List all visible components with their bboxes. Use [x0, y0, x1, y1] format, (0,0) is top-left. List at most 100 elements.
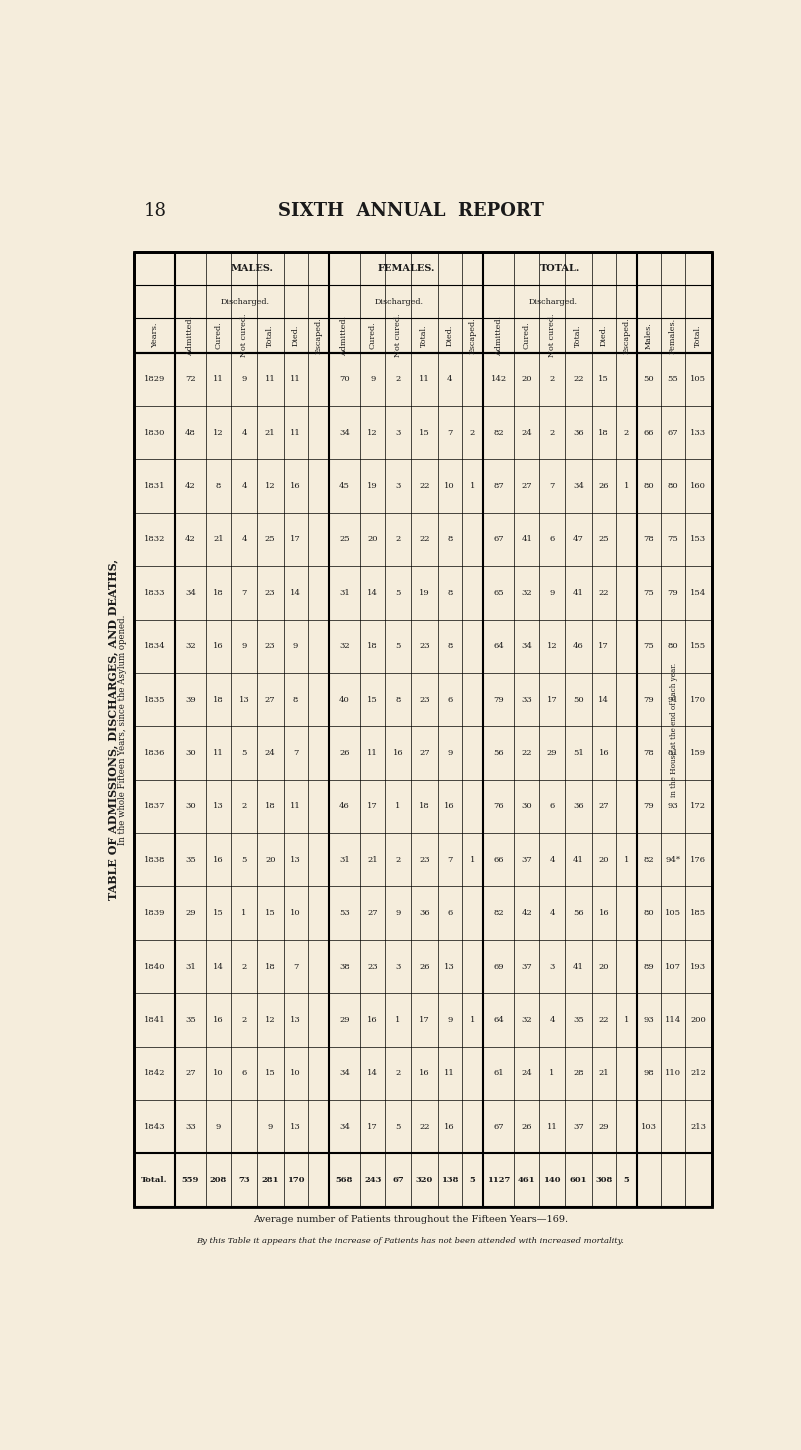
Text: Total.: Total. [421, 325, 429, 347]
Text: In the whole Fifteen Years, since the Asylum opened.: In the whole Fifteen Years, since the As… [118, 615, 127, 845]
Text: 1: 1 [549, 1069, 555, 1077]
Text: 67: 67 [667, 429, 678, 436]
Text: 1830: 1830 [144, 429, 165, 436]
Text: 5: 5 [469, 1176, 475, 1185]
Text: Died.: Died. [600, 325, 608, 347]
Text: 11: 11 [265, 376, 276, 383]
Text: 11: 11 [213, 750, 224, 757]
Text: 22: 22 [419, 1122, 429, 1131]
Text: 18: 18 [598, 429, 610, 436]
Text: 4: 4 [241, 535, 247, 544]
Text: 42: 42 [185, 481, 195, 490]
Text: 160: 160 [690, 481, 706, 490]
Text: 56: 56 [573, 909, 584, 918]
Text: 41: 41 [573, 589, 584, 597]
Text: 33: 33 [185, 1122, 195, 1131]
Text: 22: 22 [598, 1016, 609, 1024]
Text: 7: 7 [293, 963, 298, 970]
Text: 5: 5 [396, 642, 400, 650]
Text: 26: 26 [598, 481, 609, 490]
Text: 2: 2 [549, 429, 555, 436]
Text: 13: 13 [213, 802, 224, 811]
Text: 1127: 1127 [487, 1176, 510, 1185]
Text: 20: 20 [521, 376, 532, 383]
Text: 25: 25 [339, 535, 350, 544]
Text: 29: 29 [547, 750, 557, 757]
Text: 1: 1 [469, 856, 475, 864]
Text: 35: 35 [185, 1016, 195, 1024]
Text: 9: 9 [293, 642, 298, 650]
Text: 94*: 94* [665, 856, 680, 864]
Text: 1: 1 [396, 1016, 400, 1024]
Text: 17: 17 [598, 642, 610, 650]
Text: 39: 39 [185, 696, 195, 703]
Text: 15: 15 [265, 1069, 276, 1077]
Text: 19: 19 [368, 481, 378, 490]
Text: 16: 16 [290, 481, 301, 490]
Text: 45: 45 [339, 481, 350, 490]
Text: 35: 35 [185, 856, 195, 864]
Text: 5: 5 [241, 750, 247, 757]
Text: 29: 29 [185, 909, 195, 918]
Text: 80: 80 [667, 642, 678, 650]
Text: 22: 22 [574, 376, 584, 383]
Text: 13: 13 [290, 856, 301, 864]
Text: 50: 50 [573, 696, 584, 703]
Text: SIXTH  ANNUAL  REPORT: SIXTH ANNUAL REPORT [278, 202, 543, 220]
Text: 5: 5 [396, 589, 400, 597]
Text: 8: 8 [293, 696, 298, 703]
Text: 36: 36 [573, 429, 584, 436]
Text: 33: 33 [521, 696, 532, 703]
Text: 185: 185 [690, 909, 706, 918]
Text: 16: 16 [445, 802, 455, 811]
Text: 26: 26 [419, 963, 429, 970]
Text: 17: 17 [368, 802, 378, 811]
Text: 9: 9 [241, 642, 247, 650]
Text: 14: 14 [368, 1069, 378, 1077]
Text: 41: 41 [573, 856, 584, 864]
Text: 37: 37 [573, 1122, 584, 1131]
Text: 22: 22 [521, 750, 532, 757]
Text: 24: 24 [521, 429, 532, 436]
Text: 7: 7 [447, 856, 453, 864]
Text: 133: 133 [690, 429, 706, 436]
Text: 17: 17 [419, 1016, 429, 1024]
Text: 2: 2 [396, 376, 400, 383]
Text: 16: 16 [368, 1016, 378, 1024]
Text: Total.: Total. [141, 1176, 168, 1185]
Text: 4: 4 [447, 376, 453, 383]
Text: Admitted.: Admitted. [340, 316, 348, 355]
Text: 3: 3 [396, 963, 400, 970]
Text: 16: 16 [598, 750, 609, 757]
Text: 138: 138 [441, 1176, 458, 1185]
Text: 17: 17 [290, 535, 301, 544]
Text: 70: 70 [339, 376, 350, 383]
Text: 1832: 1832 [144, 535, 165, 544]
Text: 23: 23 [265, 642, 276, 650]
Text: 98: 98 [643, 1069, 654, 1077]
Text: 37: 37 [521, 856, 532, 864]
Text: 1840: 1840 [144, 963, 165, 970]
Text: 23: 23 [419, 642, 429, 650]
Text: 140: 140 [543, 1176, 561, 1185]
Text: 81: 81 [667, 750, 678, 757]
Text: 4: 4 [549, 909, 555, 918]
Text: 30: 30 [521, 802, 532, 811]
Text: 10: 10 [213, 1069, 224, 1077]
Text: 7: 7 [549, 481, 555, 490]
Text: Females.: Females. [669, 318, 677, 354]
Text: 64: 64 [493, 642, 504, 650]
Text: 16: 16 [445, 1122, 455, 1131]
Text: 8: 8 [396, 696, 400, 703]
Text: 9: 9 [370, 376, 376, 383]
Text: Discharged.: Discharged. [529, 297, 578, 306]
Text: 56: 56 [493, 750, 504, 757]
Text: 22: 22 [419, 481, 429, 490]
Text: 176: 176 [690, 856, 706, 864]
Text: 23: 23 [368, 963, 378, 970]
Text: 72: 72 [185, 376, 195, 383]
Text: 11: 11 [368, 750, 378, 757]
Text: 53: 53 [339, 909, 350, 918]
Text: Males.: Males. [645, 322, 653, 349]
Text: 87: 87 [493, 481, 504, 490]
